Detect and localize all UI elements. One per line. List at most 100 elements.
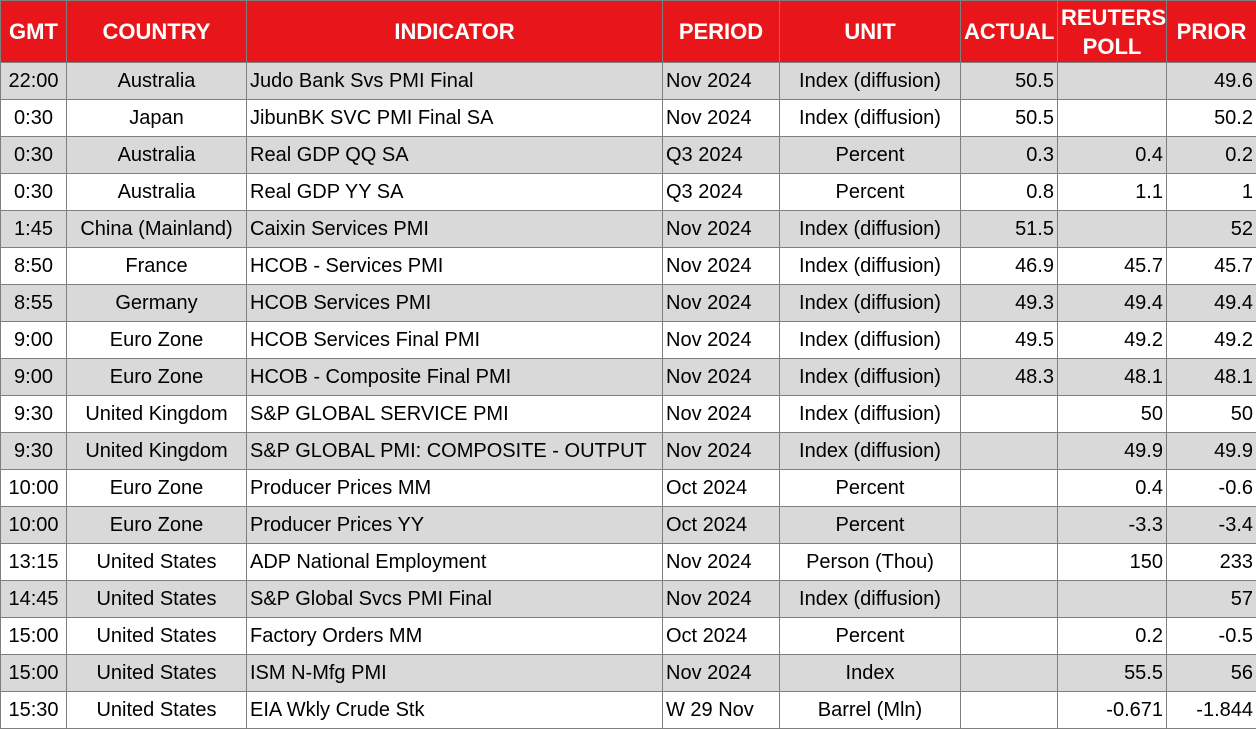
header-country: COUNTRY bbox=[67, 1, 247, 63]
header-reuters-poll: REUTERS POLL bbox=[1058, 1, 1167, 63]
cell-country: Euro Zone bbox=[67, 322, 247, 359]
cell-indicator: Real GDP QQ SA bbox=[247, 137, 663, 174]
cell-gmt: 8:50 bbox=[1, 248, 67, 285]
cell-gmt: 0:30 bbox=[1, 137, 67, 174]
cell-poll: 0.2 bbox=[1058, 618, 1167, 655]
cell-gmt: 10:00 bbox=[1, 470, 67, 507]
cell-actual bbox=[961, 396, 1058, 433]
cell-country: Australia bbox=[67, 137, 247, 174]
cell-gmt: 15:00 bbox=[1, 618, 67, 655]
cell-country: Japan bbox=[67, 100, 247, 137]
cell-poll: -0.671 bbox=[1058, 692, 1167, 729]
cell-gmt: 9:00 bbox=[1, 359, 67, 396]
cell-prior: 52 bbox=[1167, 211, 1256, 248]
cell-actual: 51.5 bbox=[961, 211, 1058, 248]
cell-indicator: HCOB - Composite Final PMI bbox=[247, 359, 663, 396]
cell-poll: -3.3 bbox=[1058, 507, 1167, 544]
cell-poll bbox=[1058, 211, 1167, 248]
header-gmt: GMT bbox=[1, 1, 67, 63]
cell-poll: 0.4 bbox=[1058, 137, 1167, 174]
cell-poll: 48.1 bbox=[1058, 359, 1167, 396]
cell-prior: 57 bbox=[1167, 581, 1256, 618]
cell-indicator: Factory Orders MM bbox=[247, 618, 663, 655]
cell-period: Nov 2024 bbox=[663, 63, 780, 100]
cell-gmt: 14:45 bbox=[1, 581, 67, 618]
cell-country: United Kingdom bbox=[67, 433, 247, 470]
cell-period: Nov 2024 bbox=[663, 100, 780, 137]
cell-actual: 49.5 bbox=[961, 322, 1058, 359]
cell-period: Nov 2024 bbox=[663, 396, 780, 433]
cell-actual bbox=[961, 692, 1058, 729]
cell-actual: 50.5 bbox=[961, 63, 1058, 100]
cell-poll: 1.1 bbox=[1058, 174, 1167, 211]
cell-prior: 48.1 bbox=[1167, 359, 1256, 396]
cell-country: France bbox=[67, 248, 247, 285]
cell-gmt: 9:30 bbox=[1, 433, 67, 470]
cell-gmt: 9:30 bbox=[1, 396, 67, 433]
cell-period: Nov 2024 bbox=[663, 322, 780, 359]
cell-prior: 50 bbox=[1167, 396, 1256, 433]
cell-unit: Index (diffusion) bbox=[780, 100, 961, 137]
cell-actual: 50.5 bbox=[961, 100, 1058, 137]
cell-period: Nov 2024 bbox=[663, 544, 780, 581]
cell-gmt: 0:30 bbox=[1, 100, 67, 137]
cell-period: Oct 2024 bbox=[663, 470, 780, 507]
cell-indicator: Producer Prices MM bbox=[247, 470, 663, 507]
cell-period: Nov 2024 bbox=[663, 248, 780, 285]
cell-gmt: 0:30 bbox=[1, 174, 67, 211]
cell-unit: Index (diffusion) bbox=[780, 285, 961, 322]
cell-unit: Index (diffusion) bbox=[780, 322, 961, 359]
cell-unit: Percent bbox=[780, 137, 961, 174]
cell-period: Nov 2024 bbox=[663, 359, 780, 396]
cell-indicator: Caixin Services PMI bbox=[247, 211, 663, 248]
cell-prior: 49.6 bbox=[1167, 63, 1256, 100]
header-period: PERIOD bbox=[663, 1, 780, 63]
cell-indicator: HCOB Services PMI bbox=[247, 285, 663, 322]
cell-actual: 0.8 bbox=[961, 174, 1058, 211]
cell-actual: 46.9 bbox=[961, 248, 1058, 285]
cell-unit: Person (Thou) bbox=[780, 544, 961, 581]
cell-actual: 48.3 bbox=[961, 359, 1058, 396]
cell-actual bbox=[961, 544, 1058, 581]
cell-poll: 0.4 bbox=[1058, 470, 1167, 507]
cell-prior: 49.9 bbox=[1167, 433, 1256, 470]
cell-poll bbox=[1058, 100, 1167, 137]
cell-gmt: 8:55 bbox=[1, 285, 67, 322]
cell-indicator: HCOB - Services PMI bbox=[247, 248, 663, 285]
cell-actual bbox=[961, 433, 1058, 470]
cell-unit: Index (diffusion) bbox=[780, 359, 961, 396]
cell-gmt: 1:45 bbox=[1, 211, 67, 248]
cell-gmt: 10:00 bbox=[1, 507, 67, 544]
cell-unit: Percent bbox=[780, 507, 961, 544]
table-header: GMT COUNTRY INDICATOR PERIOD UNIT ACTUAL… bbox=[1, 1, 1256, 63]
cell-period: Nov 2024 bbox=[663, 211, 780, 248]
cell-period: Q3 2024 bbox=[663, 137, 780, 174]
cell-period: Nov 2024 bbox=[663, 655, 780, 692]
cell-indicator: EIA Wkly Crude Stk bbox=[247, 692, 663, 729]
cell-actual bbox=[961, 618, 1058, 655]
cell-actual bbox=[961, 470, 1058, 507]
cell-actual bbox=[961, 507, 1058, 544]
cell-unit: Index (diffusion) bbox=[780, 248, 961, 285]
cell-poll bbox=[1058, 581, 1167, 618]
cell-country: United States bbox=[67, 544, 247, 581]
cell-country: United States bbox=[67, 618, 247, 655]
cell-actual bbox=[961, 655, 1058, 692]
cell-indicator: S&P Global Svcs PMI Final bbox=[247, 581, 663, 618]
cell-prior: 49.2 bbox=[1167, 322, 1256, 359]
cell-prior: 49.4 bbox=[1167, 285, 1256, 322]
cell-period: Nov 2024 bbox=[663, 581, 780, 618]
cell-country: United Kingdom bbox=[67, 396, 247, 433]
